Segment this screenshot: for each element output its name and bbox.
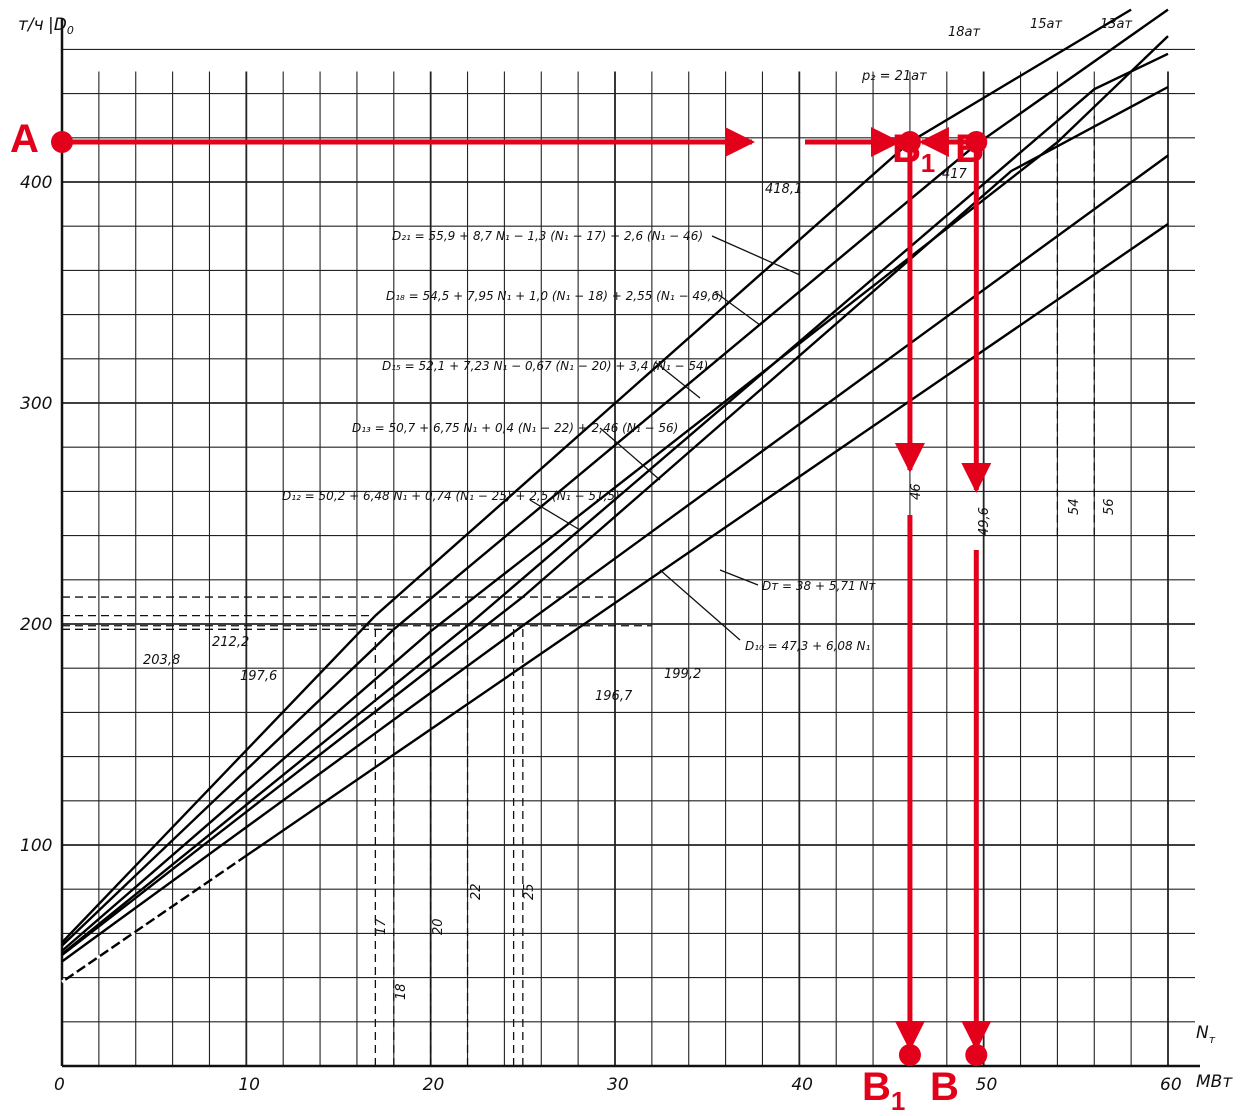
leader-dt (719, 569, 759, 586)
annotations: 0 10 20 30 40 50 60 100 200 300 400 (20, 115, 1182, 1095)
equation-leaders (529, 235, 801, 641)
label-v1-letter: В (862, 1065, 891, 1109)
leader-d13 (599, 427, 661, 481)
annot-x-56: 56 (1102, 498, 1117, 515)
eq-label-d15: D₁₅ = 52,1 + 7,23 N₁ − 0,67 (N₁ − 20) + … (382, 359, 708, 373)
x-tick-label: 20 (423, 1075, 445, 1095)
annot-15at: 15ат (1030, 17, 1063, 32)
annot-203-8: 203,8 (143, 653, 180, 668)
label-a: А (10, 117, 39, 161)
x-axis-title: Nт МВт (1196, 1023, 1233, 1092)
x-tick-label: 40 (791, 1075, 813, 1095)
label-b1-sub: 1 (921, 148, 935, 178)
leader-d10 (659, 569, 741, 641)
series-line-4 (61, 85, 1169, 957)
label-b1-letter: Б (892, 127, 921, 171)
axes (60, 18, 1200, 1068)
x-axis-unit: МВт (1196, 1072, 1233, 1092)
x-tick-label: 10 (238, 1075, 260, 1095)
annot-x-18: 18 (394, 983, 409, 1000)
x-tick-label: 0 (54, 1075, 65, 1095)
y-tick-label: 100 (20, 836, 52, 856)
annot-read-49-6: 49,6 (977, 507, 992, 536)
dot-v (965, 1044, 988, 1066)
annot-417: 417 (942, 167, 968, 182)
series-line-3 (61, 52, 1169, 955)
grid (61, 48, 1195, 1066)
label-v1: В1 (862, 1065, 905, 1116)
eq-label-d13: D₁₃ = 50,7 + 6,75 N₁ + 0,4 (N₁ − 22) + 2… (352, 421, 678, 435)
annot-13at: 13ат (1100, 17, 1133, 32)
eq-label-d18: D₁₈ = 54,5 + 7,95 N₁ + 1,0 (N₁ − 18) + 2… (386, 289, 724, 303)
annot-x-22: 22 (469, 883, 484, 900)
annot-x-20: 20 (431, 918, 446, 935)
series-line-2 (61, 35, 1169, 952)
y-axis-var: |D0 (48, 15, 74, 37)
leader-d12 (529, 499, 581, 531)
annot-x-25: 25 (522, 883, 537, 900)
label-b: Б (955, 127, 984, 171)
series-line-6 (61, 223, 1169, 983)
series-line-5 (61, 154, 1169, 963)
x-axis-var-sub: т (1209, 1033, 1216, 1046)
dot-b (965, 130, 988, 153)
y-axis-title: т/ч |D0 (18, 15, 74, 37)
label-v: В (930, 1065, 959, 1109)
leader-d21 (711, 235, 801, 276)
dot-a (51, 130, 73, 153)
series-line-0 (61, 8, 1132, 944)
label-v1-sub: 1 (891, 1086, 905, 1116)
y-axis-var-sub: 0 (67, 24, 74, 37)
eq-label-d10: D₁₀ = 47,3 + 6,08 N₁ (745, 639, 870, 653)
annot-p2-21at: p₂ = 21ат (861, 69, 927, 84)
value-annotations: 212,2 203,8 197,6 199,2 196,7 418,1 417 … (143, 17, 1133, 1000)
y-tick-label: 400 (20, 173, 52, 193)
y-axis-unit: т/ч (18, 15, 44, 35)
overlay-labels: А Б1 Б В1 В (10, 117, 984, 1116)
eq-label-d21: D₂₁ = 55,9 + 8,7 N₁ − 1,3 (N₁ − 17) + 2,… (392, 229, 703, 243)
x-axis-var: Nт (1196, 1023, 1216, 1046)
eq-label-d12: D₁₂ = 50,2 + 6,48 N₁ + 0,74 (N₁ − 25) + … (282, 489, 620, 503)
annot-x-54: 54 (1067, 498, 1082, 515)
dot-v1 (898, 1044, 921, 1066)
annot-199-2: 199,2 (664, 667, 701, 682)
y-axis-var-letter: D (54, 15, 67, 35)
annot-197-6: 197,6 (240, 669, 277, 684)
label-b1: Б1 (892, 127, 935, 178)
x-tick-label: 60 (1160, 1075, 1182, 1095)
x-tick-label: 50 (976, 1075, 998, 1095)
annot-418-1: 418,1 (765, 182, 802, 197)
x-axis-var-letter: N (1196, 1023, 1209, 1043)
eq-label-dt: Dт = 38 + 5,71 Nт (762, 579, 876, 593)
y-tick-label: 200 (20, 615, 52, 635)
y-tick-label: 300 (20, 394, 52, 414)
annot-212-2: 212,2 (212, 635, 249, 650)
annot-18at: 18ат (948, 25, 981, 40)
annot-x-17: 17 (374, 918, 389, 935)
leader-d15 (654, 361, 701, 399)
annot-196-7: 196,7 (595, 689, 633, 704)
x-tick-label: 30 (607, 1075, 629, 1095)
leader-d18 (714, 291, 761, 326)
annot-read-46: 46 (909, 483, 924, 500)
red-overlay (51, 126, 992, 1066)
equation-labels: D₂₁ = 55,9 + 8,7 N₁ − 1,3 (N₁ − 17) + 2,… (282, 229, 876, 653)
dot-b1 (898, 130, 921, 153)
